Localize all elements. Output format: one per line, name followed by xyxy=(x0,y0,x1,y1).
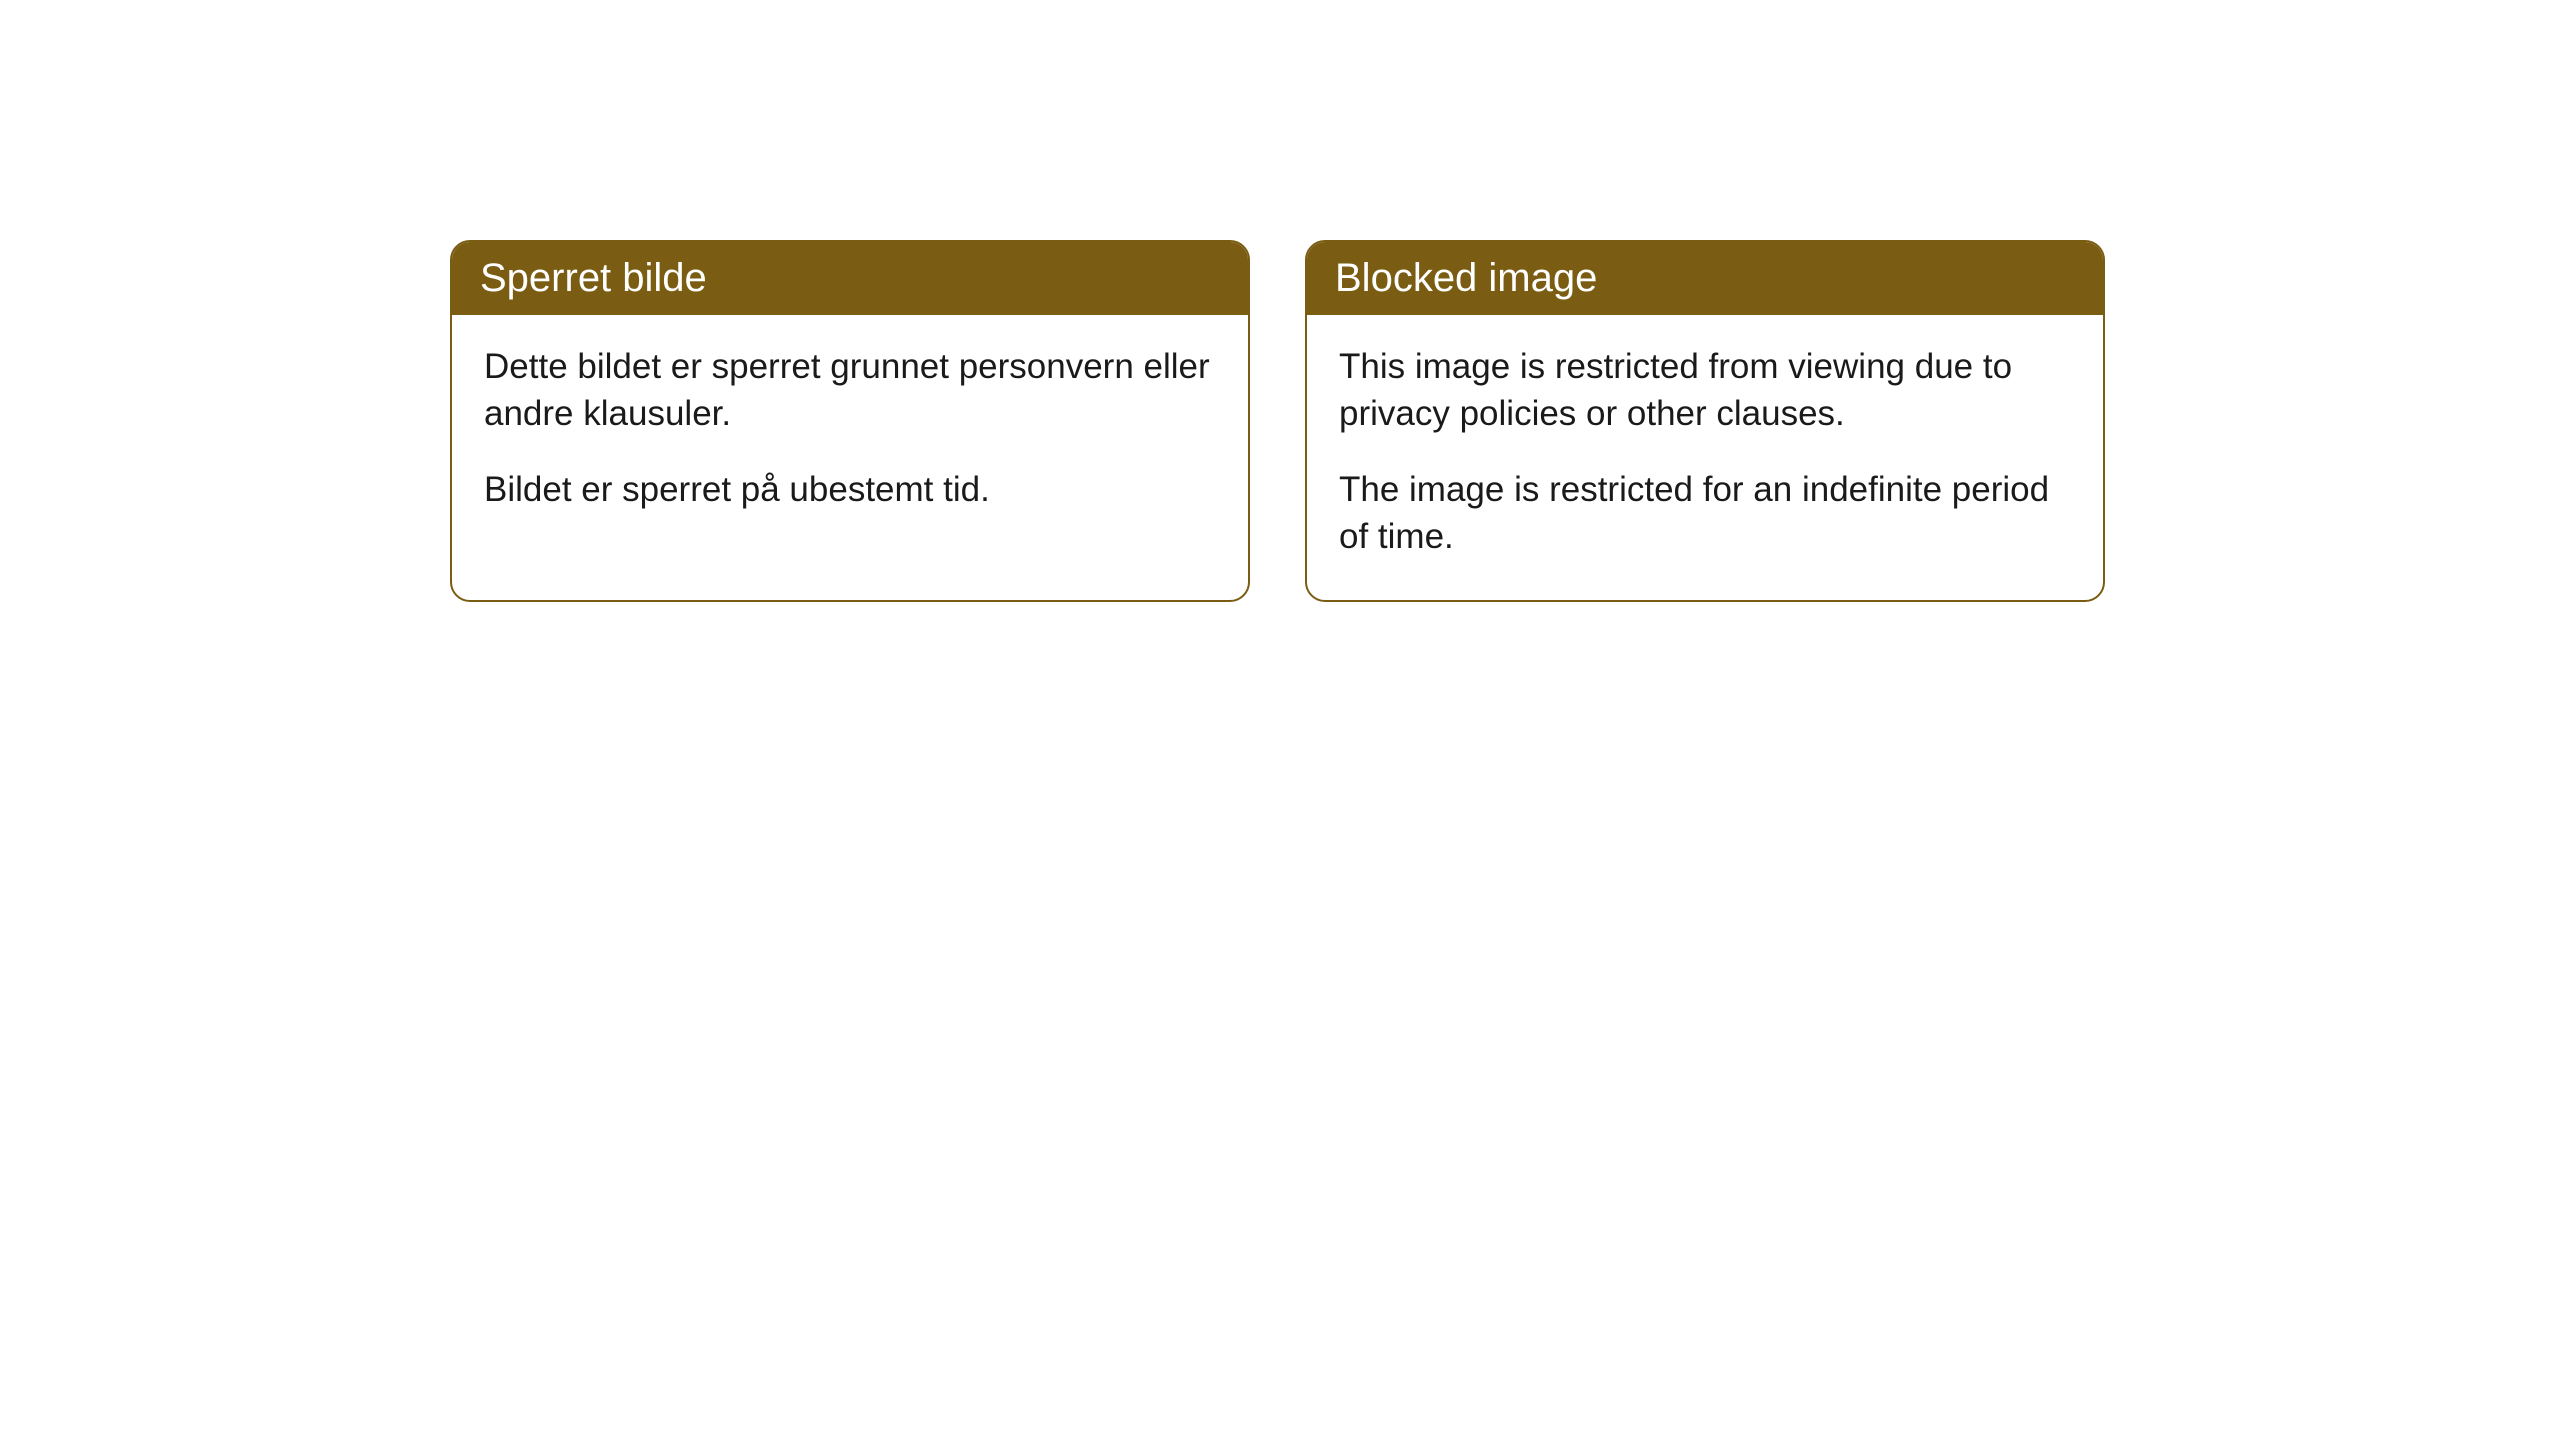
card-paragraph: This image is restricted from viewing du… xyxy=(1339,343,2071,438)
card-paragraph: Bildet er sperret på ubestemt tid. xyxy=(484,466,1216,513)
card-paragraph: Dette bildet er sperret grunnet personve… xyxy=(484,343,1216,438)
card-body: This image is restricted from viewing du… xyxy=(1307,315,2103,600)
card-header: Sperret bilde xyxy=(452,242,1248,315)
card-body: Dette bildet er sperret grunnet personve… xyxy=(452,315,1248,553)
blocked-image-card-no: Sperret bilde Dette bildet er sperret gr… xyxy=(450,240,1250,602)
card-title: Sperret bilde xyxy=(480,256,707,300)
card-title: Blocked image xyxy=(1335,256,1597,300)
notice-cards-container: Sperret bilde Dette bildet er sperret gr… xyxy=(450,240,2105,602)
card-paragraph: The image is restricted for an indefinit… xyxy=(1339,466,2071,561)
blocked-image-card-en: Blocked image This image is restricted f… xyxy=(1305,240,2105,602)
card-header: Blocked image xyxy=(1307,242,2103,315)
